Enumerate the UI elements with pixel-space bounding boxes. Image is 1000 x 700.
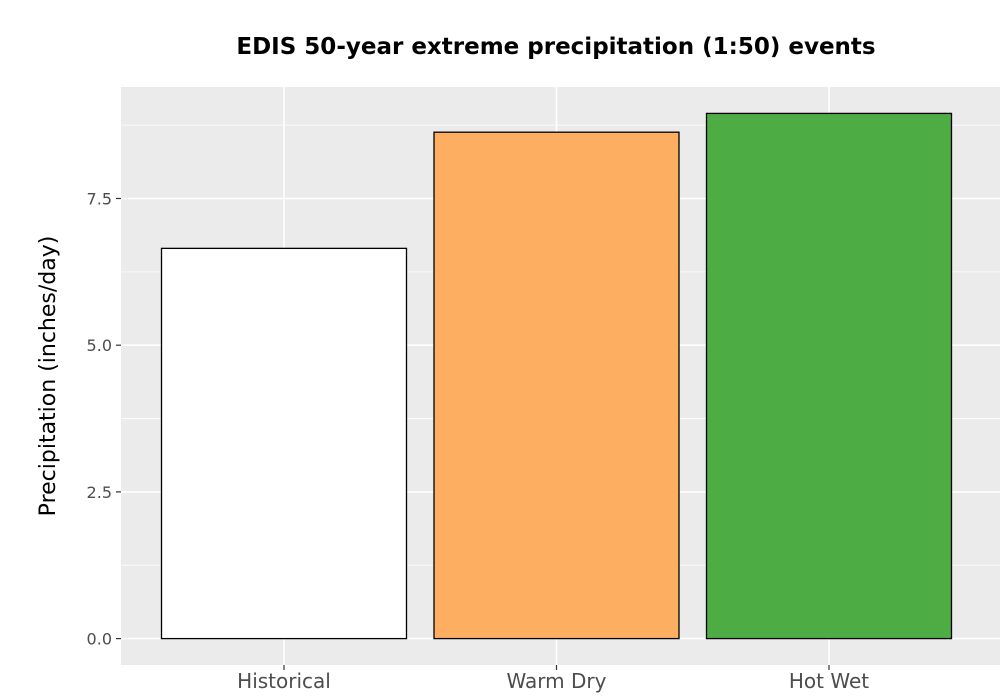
y-tick-label: 5.0 — [87, 336, 112, 355]
bar-hot-wet — [705, 112, 953, 640]
bar-historical — [160, 247, 408, 640]
bars — [160, 112, 953, 640]
y-tick-label: 0.0 — [87, 630, 112, 649]
x-tick-label: Hot Wet — [789, 669, 869, 693]
chart-title: EDIS 50-year extreme precipitation (1:50… — [236, 34, 875, 60]
y-axis: 0.0 2.5 5.0 7.5 — [87, 189, 121, 649]
y-axis-title: Precipitation (inches/day) — [36, 236, 61, 517]
x-tick-label: Warm Dry — [507, 669, 607, 693]
y-tick-label: 2.5 — [87, 483, 112, 502]
x-tick-label: Historical — [237, 669, 331, 693]
bar-warm-dry — [433, 131, 680, 640]
y-tick-label: 7.5 — [87, 189, 112, 208]
x-axis: Historical Warm Dry Hot Wet — [237, 665, 869, 693]
